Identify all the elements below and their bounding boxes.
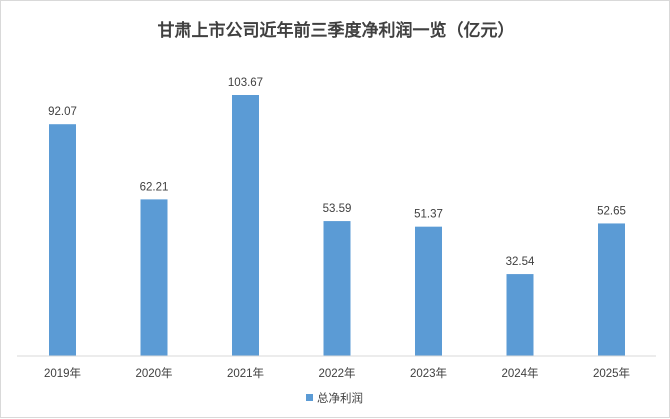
- data-label: 92.07: [48, 106, 77, 118]
- data-label: 52.65: [597, 205, 626, 217]
- bar-2019年: [49, 124, 76, 356]
- legend-label: 总净利润: [317, 391, 363, 405]
- bar-2022年: [323, 221, 351, 356]
- bar-2024年: [506, 274, 534, 356]
- chart-title: 甘肃上市公司近年前三季度净利润一览（亿元）: [158, 20, 515, 41]
- x-tick-label: 2020年: [135, 366, 172, 380]
- x-tick-label: 2021年: [227, 366, 264, 380]
- data-label: 53.59: [323, 203, 352, 215]
- x-tick-label: 2023年: [410, 366, 447, 380]
- bar-2025年: [598, 223, 625, 356]
- x-tick-label: 2019年: [44, 366, 81, 380]
- data-label: 32.54: [506, 256, 535, 268]
- bar-2023年: [415, 226, 442, 356]
- bar-2020年: [140, 199, 168, 356]
- x-tick-label: 2022年: [318, 366, 355, 380]
- data-label: 62.21: [140, 181, 169, 193]
- x-tick-label: 2024年: [501, 366, 538, 380]
- data-label: 51.37: [414, 209, 443, 221]
- legend: 总净利润: [306, 391, 363, 405]
- bar-2021年: [232, 95, 259, 356]
- data-label: 103.67: [228, 77, 263, 89]
- x-tick-label: 2025年: [593, 366, 630, 380]
- legend-swatch: [306, 394, 313, 401]
